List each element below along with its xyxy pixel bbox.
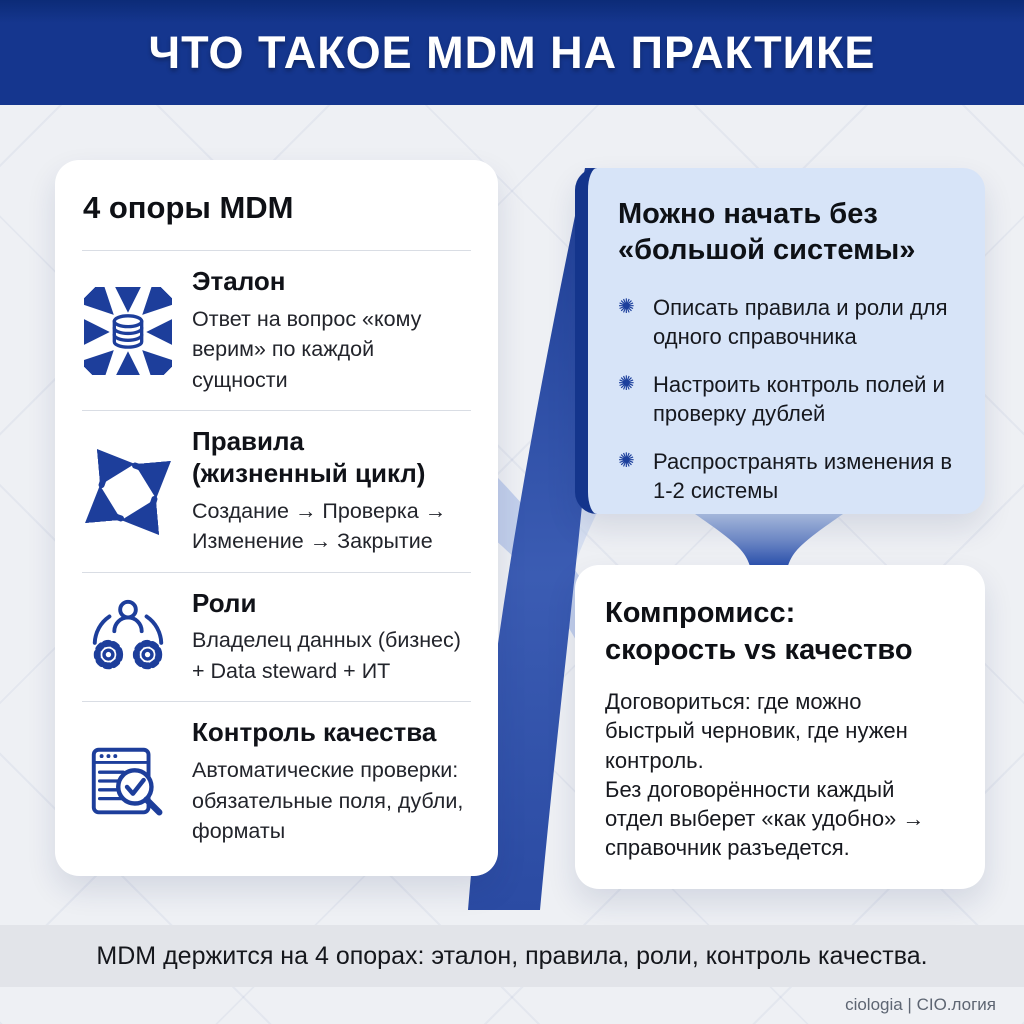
pillar-item-description: Владелец данных (бизнес) + Data steward … — [192, 628, 461, 683]
page-title: ЧТО ТАКОЕ MDM НА ПРАКТИКЕ — [148, 26, 876, 78]
credit: ciologia | CIO.логия — [845, 995, 996, 1014]
funnel-connector — [695, 514, 843, 566]
database-converge-icon — [78, 286, 178, 375]
pillars-card: 4 опоры MDM — [55, 160, 498, 876]
tradeoff-card-title: Компромисс: скорость vs качество — [605, 597, 913, 667]
tradeoff-card: Компромисс: скорость vs качество Договор… — [575, 565, 985, 889]
bullet-text: Настроить контроль полей и проверку дубл… — [653, 371, 945, 426]
cycle-arrows-icon — [78, 448, 178, 536]
pillar-item-quality: Контроль качества Автоматические проверк… — [55, 702, 498, 861]
pillar-item-description: Ответ на вопрос «кому верим» по каждой с… — [192, 306, 422, 392]
start-small-card-title: Можно начать без «большой системы» — [618, 198, 916, 267]
pillar-item-description: Автоматические проверки: обязательные по… — [192, 758, 464, 844]
pillar-item-description: Создание → Проверка → Изменение → Закрыт… — [192, 498, 447, 554]
summary-text: MDM держится на 4 опорах: эталон, правил… — [96, 941, 928, 970]
divider — [82, 410, 471, 412]
person-gears-icon — [78, 593, 178, 681]
divider — [82, 250, 471, 251]
pillar-item-title: Роли — [192, 587, 257, 618]
pillar-item-rules: Правила (жизненный цикл) Создание → Пров… — [55, 411, 498, 571]
tradeoff-paragraph: Договориться: где можно быстрый черновик… — [605, 689, 908, 773]
pillar-item-title: Контроль качества — [192, 717, 437, 748]
pillar-item-title: Правила (жизненный цикл) — [192, 426, 426, 488]
star-bullet-icon: ✺ — [618, 295, 635, 318]
star-bullet-icon: ✺ — [618, 449, 635, 472]
ribbon-dark — [468, 168, 608, 910]
divider — [82, 701, 471, 703]
header: ЧТО ТАКОЕ MDM НА ПРАКТИКЕ — [0, 0, 1024, 105]
document-search-check-icon — [78, 738, 178, 826]
summary-bar: MDM держится на 4 опорах: эталон, правил… — [0, 925, 1024, 987]
bullet-item: ✺ Распространять изменения в 1-2 системы — [618, 447, 957, 505]
pillars-card-title: 4 опоры MDM — [83, 190, 294, 225]
divider — [82, 571, 471, 573]
bullet-item: ✺ Настроить контроль полей и проверку ду… — [618, 370, 957, 428]
pillar-item-etalon: Эталон Ответ на вопрос «кому верим» по к… — [55, 251, 498, 410]
start-small-card: Можно начать без «большой системы» ✺ Опи… — [575, 168, 985, 514]
bullet-item: ✺ Описать правила и роли для одного спра… — [618, 293, 957, 351]
pillar-item-title: Эталон — [192, 266, 286, 296]
bullet-text: Распространять изменения в 1-2 системы — [653, 448, 953, 503]
tradeoff-paragraph: Без договорённости каждый отдел выберет … — [605, 776, 925, 861]
pillar-item-roles: Роли Владелец данных (бизнес) + Data ste… — [55, 573, 498, 702]
star-bullet-icon: ✺ — [618, 372, 635, 395]
bullet-text: Описать правила и роли для одного справо… — [653, 294, 948, 349]
